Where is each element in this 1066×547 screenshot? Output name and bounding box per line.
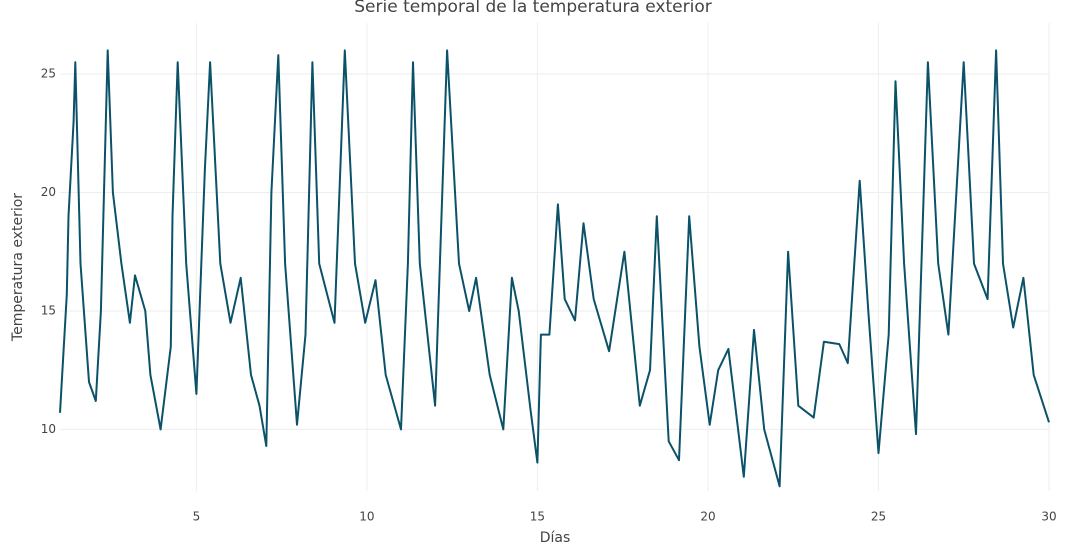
x-tick-label: 10	[359, 510, 374, 524]
x-tick-label: 25	[871, 510, 886, 524]
x-axis-label: Días	[540, 530, 571, 546]
temperature-line	[59, 49, 1050, 488]
x-tick-label: 30	[1041, 510, 1056, 524]
y-tick-label: 10	[41, 422, 56, 436]
x-tick-label: 20	[700, 510, 715, 524]
x-tick-label: 15	[530, 510, 545, 524]
y-tick-label: 15	[41, 303, 56, 317]
y-tick-label: 25	[41, 67, 56, 81]
y-tick-label: 20	[41, 185, 56, 199]
y-axis-label: Temperatura exterior	[10, 193, 26, 342]
chart-title: Serie temporal de la temperatura exterio…	[354, 0, 711, 17]
x-tick-label: 5	[193, 510, 201, 524]
